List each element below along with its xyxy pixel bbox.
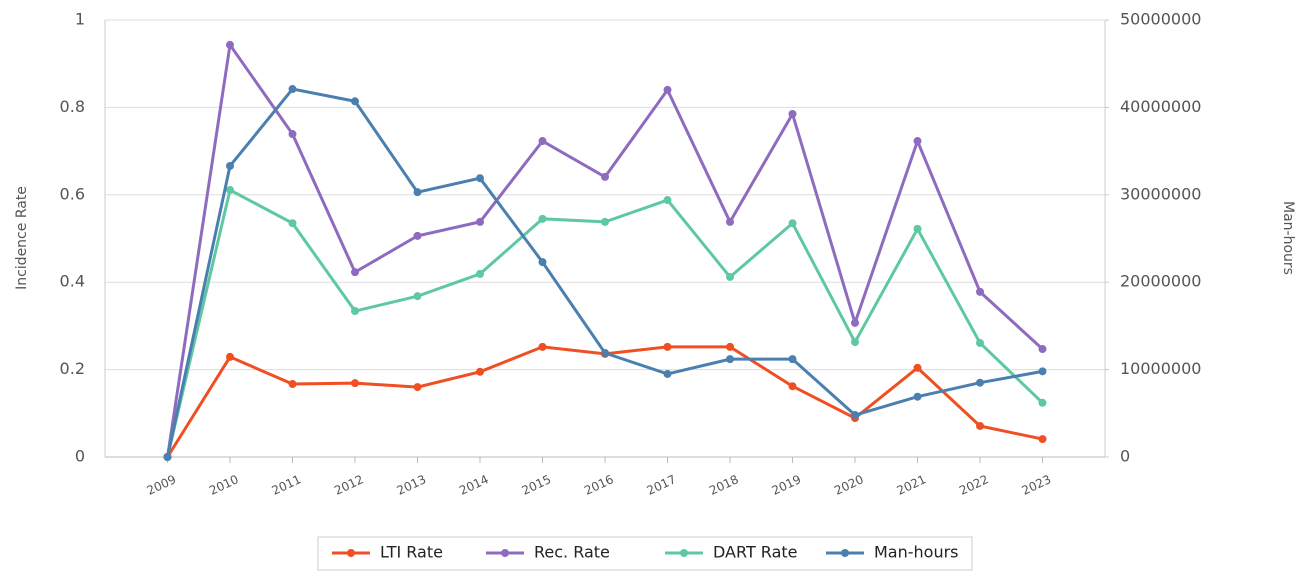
point (476, 174, 484, 183)
point (476, 217, 484, 226)
point (788, 109, 797, 118)
point (288, 380, 297, 389)
y-tick-label: 0.2 (60, 359, 85, 378)
point (226, 40, 234, 49)
y2-tick-label: 40000000 (1120, 97, 1201, 116)
point (663, 85, 672, 94)
point (726, 217, 734, 226)
legend-dot (347, 549, 355, 557)
point (663, 196, 672, 205)
y-tick-label: 0.4 (60, 272, 85, 291)
point (726, 272, 734, 281)
y2-tick-label: 0 (1120, 447, 1130, 466)
legend-dot (501, 549, 509, 557)
point (351, 268, 359, 277)
point (913, 392, 922, 401)
point (476, 269, 484, 278)
point (288, 85, 297, 94)
y2-tick-label: 10000000 (1120, 359, 1201, 378)
point (538, 342, 547, 351)
point (913, 363, 922, 372)
x-tick-label: 2021 (895, 472, 929, 498)
x-tick-label: 2013 (395, 472, 429, 498)
point (288, 130, 297, 139)
y2-tick-label: 50000000 (1120, 10, 1201, 29)
point (351, 97, 359, 106)
point (476, 367, 484, 376)
point (976, 338, 984, 347)
x-tick-label: 2017 (645, 472, 679, 498)
legend-label: DART Rate (713, 543, 797, 562)
x-tick-label: 2012 (332, 472, 366, 498)
x-tick-label: 2015 (520, 472, 554, 498)
y2-tick-label: 20000000 (1120, 272, 1201, 291)
point (351, 379, 359, 388)
point (851, 338, 859, 347)
point (413, 231, 422, 240)
y-tick-label: 0.6 (60, 184, 85, 203)
point (601, 348, 609, 357)
x-tick-label: 2016 (582, 472, 616, 498)
point (726, 342, 734, 351)
legend-label: Rec. Rate (534, 543, 610, 562)
legend-dot (680, 549, 688, 557)
point (1038, 398, 1047, 407)
point (788, 382, 797, 391)
point (601, 217, 609, 226)
x-tick-label: 2022 (957, 472, 991, 498)
point (851, 411, 859, 420)
series-line (166, 187, 1044, 458)
point (726, 355, 734, 364)
point (288, 219, 297, 228)
point (913, 224, 922, 233)
x-tick-label: 2011 (270, 472, 304, 498)
legend-label: LTI Rate (380, 543, 443, 562)
y-tick-label: 0.8 (60, 97, 85, 116)
x-tick-label: 2018 (707, 472, 741, 498)
point (538, 258, 547, 267)
point (663, 369, 672, 378)
y2-tick-label: 30000000 (1120, 184, 1201, 203)
point (226, 161, 234, 170)
legend-label: Man-hours (874, 543, 959, 562)
y-tick-label: 1 (75, 10, 85, 29)
point (601, 172, 609, 181)
point (226, 352, 234, 361)
point (538, 214, 547, 223)
point (851, 318, 859, 327)
point (663, 342, 672, 351)
point (163, 453, 172, 461)
legend-dot (841, 549, 849, 557)
series-line (166, 40, 1044, 458)
x-tick-label: 2014 (457, 472, 491, 498)
point (413, 292, 422, 301)
x-tick-label: 2020 (832, 472, 866, 498)
point (1038, 345, 1047, 354)
y-tick-label: 0 (75, 447, 85, 466)
series-line (166, 345, 1043, 458)
point (788, 219, 797, 228)
x-tick-label: 2019 (770, 472, 804, 498)
point (413, 383, 422, 392)
point (351, 307, 359, 316)
point (1038, 367, 1047, 376)
point (913, 137, 922, 146)
y2-axis-label: Man-hours (1280, 201, 1296, 275)
x-tick-label: 2023 (1020, 472, 1054, 498)
point (538, 137, 547, 146)
x-tick-label: 2010 (207, 472, 241, 498)
point (976, 421, 984, 430)
point (226, 185, 234, 194)
y-axis-label: Incidence Rate (14, 186, 30, 290)
point (413, 188, 422, 197)
point (1038, 435, 1047, 444)
point (976, 287, 984, 296)
point (976, 378, 984, 387)
x-tick-label: 2009 (145, 472, 179, 498)
point (788, 355, 797, 364)
